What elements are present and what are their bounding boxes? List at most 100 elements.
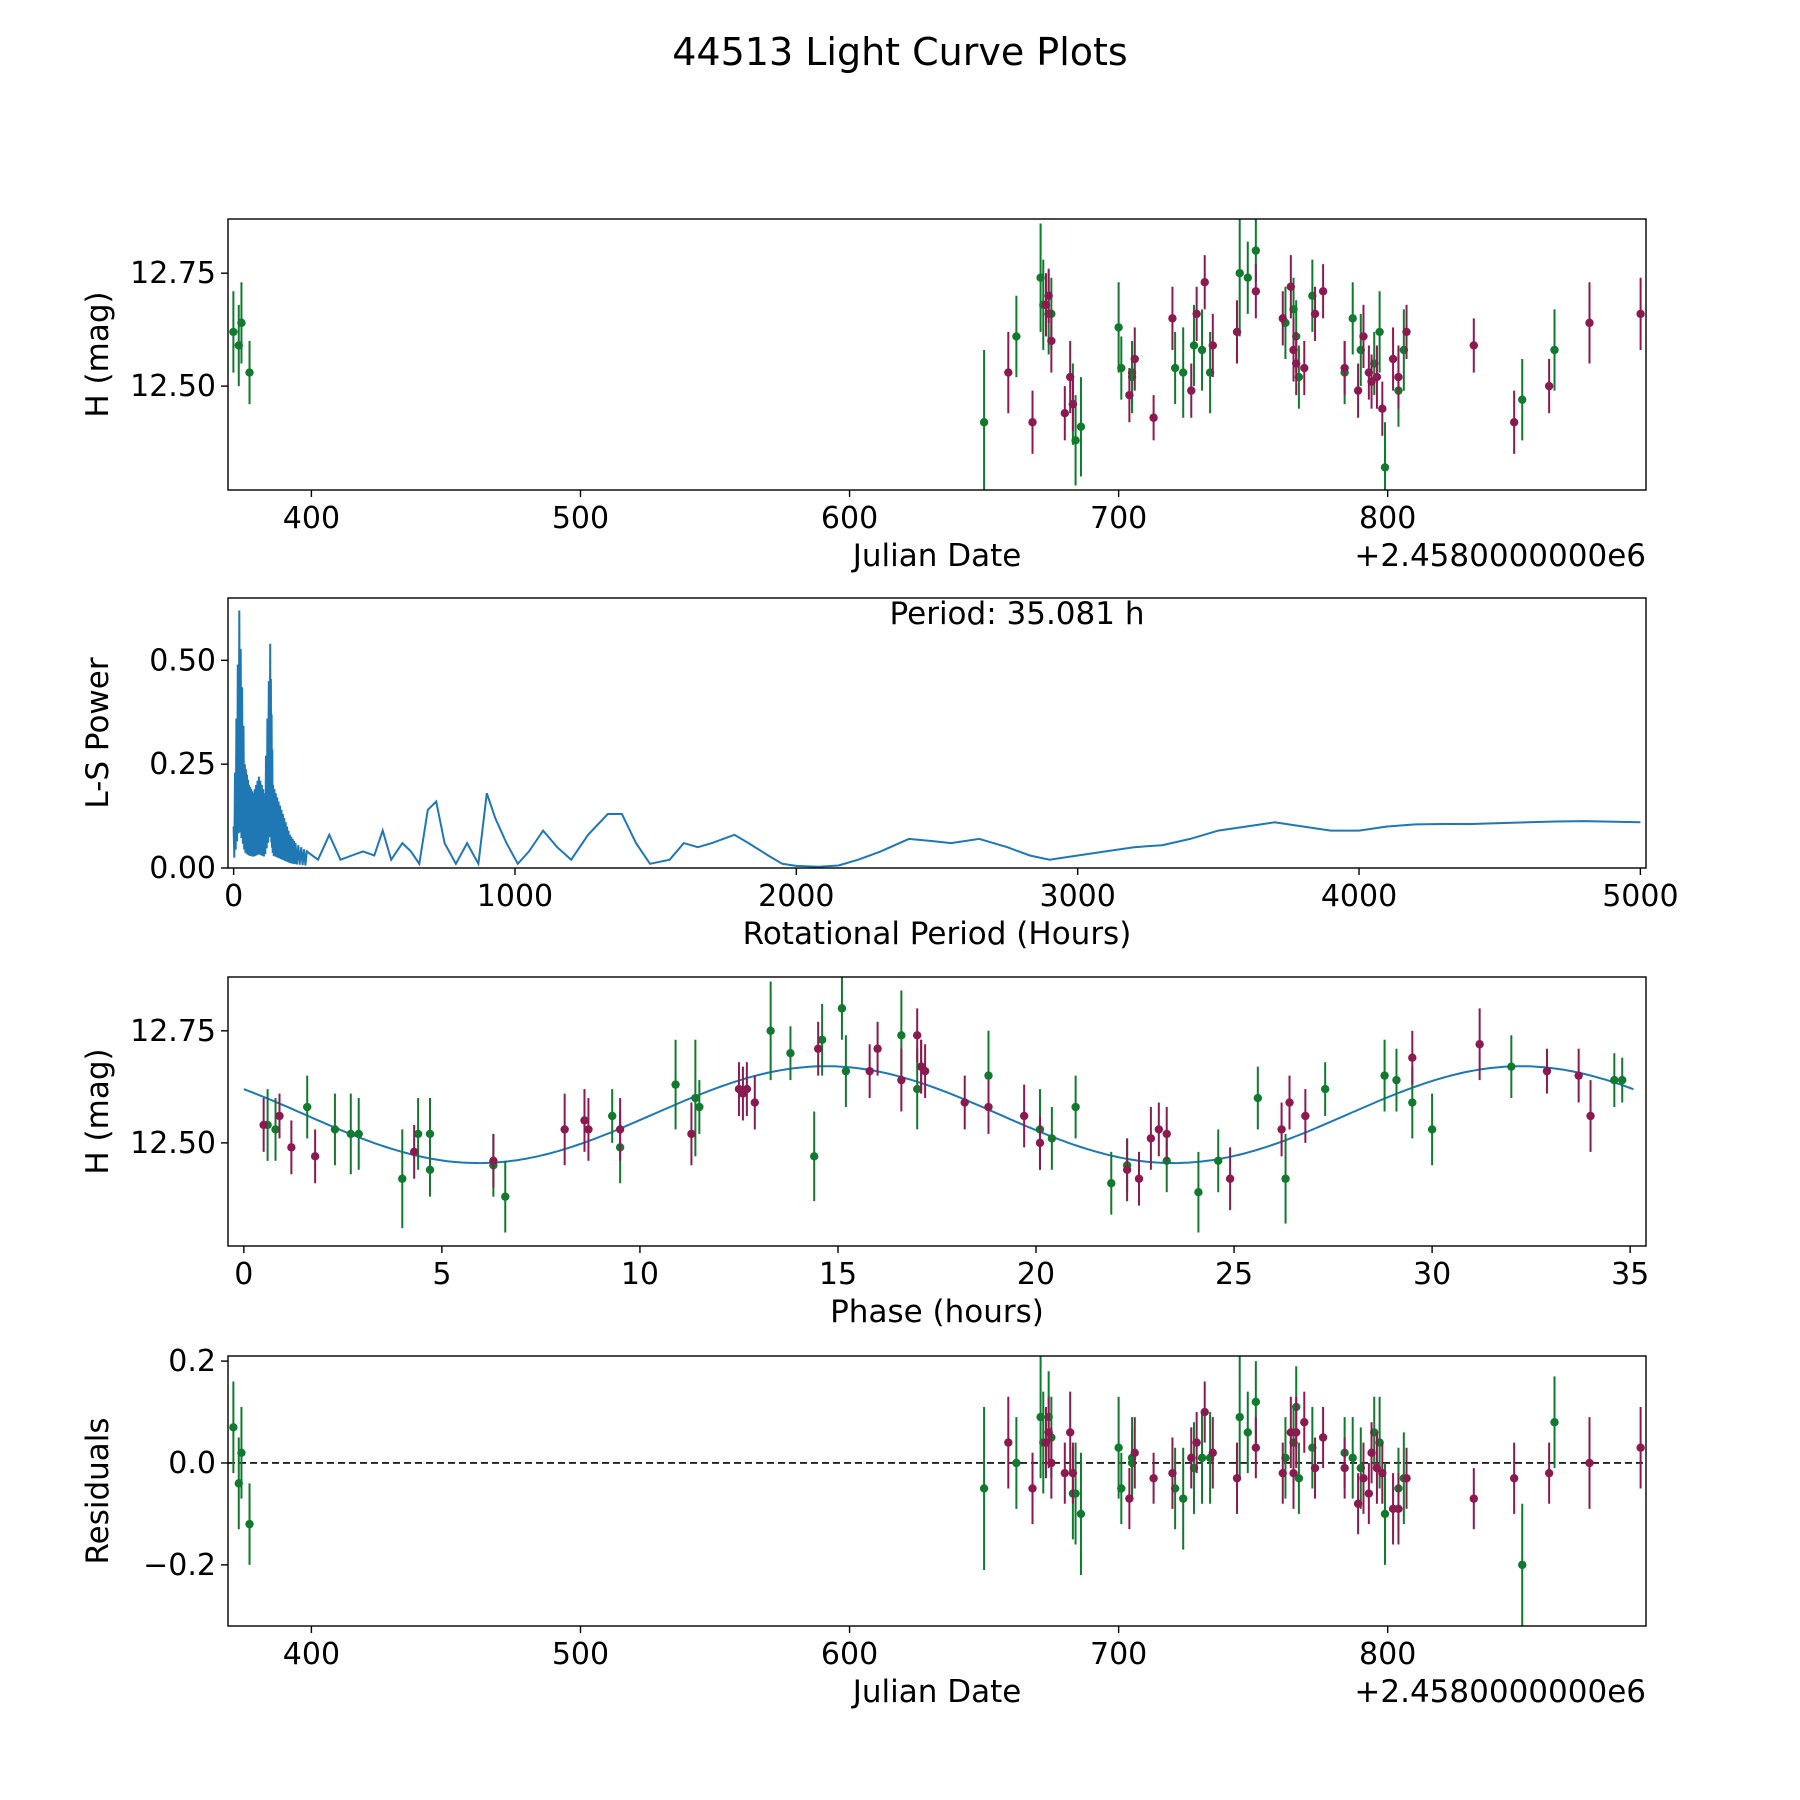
data-point-r: [1402, 1474, 1411, 1483]
x-tick-label: 400: [283, 501, 340, 536]
data-point-r: [687, 1129, 696, 1139]
data-point-r: [1402, 327, 1411, 337]
data-point-g: [979, 418, 989, 427]
data-point-r: [1509, 1474, 1519, 1483]
data-point-r: [1367, 1448, 1376, 1457]
data-point-r: [1200, 278, 1209, 287]
data-point-g: [1189, 341, 1199, 350]
data-point-r: [1154, 1125, 1164, 1134]
data-point-r: [1310, 1463, 1320, 1473]
x-tick-label: 600: [821, 1637, 878, 1672]
data-point-r: [912, 1031, 922, 1040]
data-point-r: [1310, 309, 1320, 319]
data-point-g: [1618, 1075, 1627, 1085]
data-point-g: [1348, 1453, 1357, 1463]
data-point-r: [1318, 1433, 1328, 1442]
x-tick-label: 3000: [1039, 879, 1115, 914]
data-point-g: [346, 1129, 355, 1139]
data-point-r: [1300, 363, 1309, 373]
data-point-r: [1225, 1174, 1235, 1183]
data-point-r: [1208, 341, 1217, 350]
data-point-g: [1380, 463, 1390, 472]
data-point-g: [1507, 1062, 1516, 1071]
data-point-r: [1122, 1165, 1132, 1174]
data-point-g: [1375, 327, 1384, 337]
data-point-r: [1586, 1111, 1595, 1121]
data-point-r: [489, 1156, 498, 1166]
axes-frame: [227, 976, 1647, 1247]
x-tick-label: 800: [1359, 1637, 1416, 1672]
plot-area: [229, 219, 1645, 490]
data-point-r: [1394, 1504, 1403, 1514]
data-point-r: [1004, 1438, 1013, 1447]
data-point-r: [1359, 332, 1368, 341]
data-point-r: [1065, 1428, 1075, 1437]
lightcurve-panel: 400 500 600 700 800 12.50 12.75 Julian Date H (m…: [80, 218, 1647, 574]
plot-area: [228, 1356, 1646, 1626]
x-offset-label: +2.4580000000e6: [1354, 1674, 1646, 1710]
model-fit-curve: [243, 1065, 1634, 1165]
data-point-g: [1114, 323, 1123, 332]
data-point-r: [1208, 1448, 1217, 1457]
data-point-g: [1194, 1188, 1203, 1197]
data-point-g: [425, 1165, 435, 1174]
data-point-r: [1149, 413, 1158, 422]
data-point-g: [1253, 1093, 1263, 1103]
data-point-r: [1035, 1138, 1045, 1148]
data-point-r: [1544, 1468, 1554, 1478]
data-point-r: [1004, 368, 1013, 377]
data-point-g: [1380, 1509, 1390, 1519]
data-point-g: [1117, 1484, 1126, 1493]
data-point-r: [1060, 409, 1070, 418]
data-point-r: [1162, 1129, 1171, 1139]
data-point-r: [580, 1116, 589, 1125]
data-point-r: [1068, 399, 1078, 409]
data-point-r: [1585, 1458, 1594, 1468]
data-point-r: [1469, 341, 1478, 350]
data-point-g: [1214, 1156, 1223, 1166]
data-point-g: [984, 1071, 993, 1080]
data-point-r: [560, 1125, 569, 1134]
data-point-r: [1278, 1468, 1287, 1478]
data-point-r: [1044, 291, 1053, 300]
data-point-r: [275, 1111, 284, 1121]
data-point-g: [1012, 332, 1021, 341]
data-point-g: [1243, 1428, 1252, 1437]
data-point-r: [960, 1098, 969, 1107]
data-point-g: [1610, 1075, 1619, 1085]
y-axis-label: Residuals: [80, 1417, 116, 1564]
y-axis-label: H (mag): [80, 1048, 116, 1174]
data-point-g: [1170, 363, 1180, 373]
data-point-r: [1251, 1443, 1261, 1452]
periodogram-line: [232, 610, 1641, 868]
phased-lightcurve-panel: 0 5 10 15 20 25 30 35 12.50 12.75 Phase (hours) H (…: [80, 976, 1649, 1330]
data-point-r: [1232, 327, 1242, 337]
x-tick-label: 4000: [1321, 879, 1397, 914]
data-point-g: [501, 1192, 510, 1201]
y-tick-label: 0.0: [168, 1446, 216, 1481]
data-point-r: [1300, 1418, 1309, 1427]
data-point-r: [1574, 1071, 1583, 1080]
data-point-r: [1168, 314, 1177, 323]
plot-area: [243, 977, 1634, 1233]
data-point-r: [1408, 1053, 1417, 1062]
y-tick-label: 0.50: [149, 643, 216, 678]
data-point-r: [615, 1125, 625, 1134]
data-point-r: [1278, 314, 1287, 323]
y-tick-label: 0.25: [149, 747, 216, 782]
data-point-r: [584, 1125, 593, 1134]
data-point-r: [984, 1102, 993, 1112]
data-point-g: [1380, 1071, 1389, 1080]
data-point-r: [1469, 1494, 1478, 1503]
data-point-g: [1235, 1412, 1244, 1422]
data-point-r: [1187, 386, 1196, 395]
data-point-r: [920, 1066, 930, 1076]
data-point-g: [1076, 422, 1086, 431]
data-point-g: [1518, 1560, 1527, 1570]
data-point-r: [1286, 282, 1296, 291]
data-point-r: [1019, 1111, 1029, 1121]
x-tick-label: 35: [1611, 1257, 1649, 1292]
data-point-r: [1372, 1463, 1382, 1473]
data-point-g: [1281, 1174, 1290, 1183]
data-point-g: [1251, 246, 1261, 255]
